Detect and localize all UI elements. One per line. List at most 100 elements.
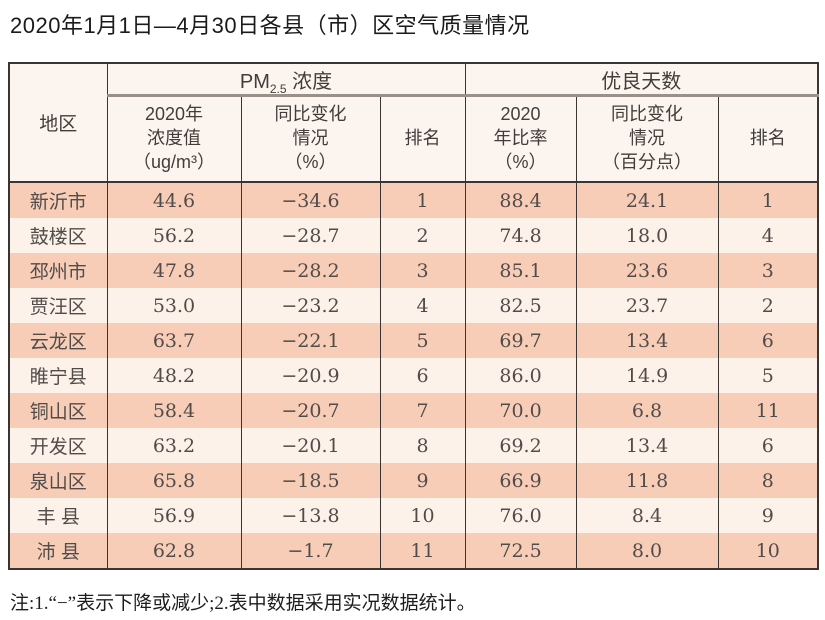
ratio-change-cell: 13.4 (575, 428, 719, 463)
table-row: 泉山区 65.8 −18.5 9 66.9 11.8 8 (8, 463, 819, 498)
ratio-rank-cell: 6 (717, 428, 819, 463)
ratio-cell: 88.4 (464, 182, 577, 218)
column-header-pm-change: 同比变化 情况 （%） (240, 95, 381, 183)
pm-change-cell: −18.5 (240, 463, 381, 498)
pm-value-cell: 56.9 (106, 498, 242, 533)
column-header-pm-rank: 排名 (379, 95, 466, 183)
pm-change-cell: −22.1 (240, 323, 381, 358)
pm-rank-cell: 3 (379, 253, 466, 288)
pm-rank-cell: 1 (379, 182, 466, 218)
ratio-change-cell: 24.1 (575, 182, 719, 218)
table-row: 邳州市 47.8 −28.2 3 85.1 23.6 3 (8, 253, 819, 288)
ratio-rank-cell: 8 (717, 463, 819, 498)
column-header-region: 地区 (8, 63, 108, 183)
ratio-change-cell: 6.8 (575, 393, 719, 428)
pm-rank-cell: 6 (379, 358, 466, 393)
table-row: 贾汪区 53.0 −23.2 4 82.5 23.7 2 (8, 288, 819, 323)
ratio-cell: 66.9 (464, 463, 577, 498)
column-header-pm-value: 2020年 浓度值 （ug/m³） (106, 95, 242, 183)
pm-value-cell: 63.2 (106, 428, 242, 463)
column-header-ratio: 2020 年比率 （%） (464, 95, 577, 183)
pm-value-cell: 65.8 (106, 463, 242, 498)
pm-change-cell: −20.7 (240, 393, 381, 428)
pm-change-cell: −28.7 (240, 218, 381, 253)
pm25-label-suffix: 浓度 (286, 70, 333, 93)
ratio-rank-cell: 11 (717, 393, 819, 428)
region-cell: 铜山区 (8, 393, 108, 428)
table-row: 沛 县 62.8 −1.7 11 72.5 8.0 10 (8, 533, 819, 569)
ratio-cell: 69.7 (464, 323, 577, 358)
ratio-change-cell: 23.7 (575, 288, 719, 323)
group-header-row: 地区 PM2.5 浓度 优良天数 (8, 63, 819, 183)
table-row: 新沂市 44.6 −34.6 1 88.4 24.1 1 (8, 182, 819, 218)
ratio-rank-cell: 2 (717, 288, 819, 323)
ratio-change-cell: 11.8 (575, 463, 719, 498)
pm-rank-cell: 7 (379, 393, 466, 428)
pm-rank-cell: 2 (379, 218, 466, 253)
sub-header-row: 2020年 浓度值 （ug/m³） 同比变化 情况 （%） 排名 2020 年比… (9, 95, 819, 183)
pm-value-cell: 56.2 (106, 218, 242, 253)
ratio-change-cell: 8.0 (575, 533, 719, 569)
pm-value-cell: 58.4 (106, 393, 242, 428)
pm-rank-cell: 9 (379, 463, 466, 498)
ratio-rank-cell: 4 (717, 218, 819, 253)
footnote: 注:1.“−”表示下降或减少;2.表中数据采用实况数据统计。 (10, 593, 476, 614)
table-header: 地区 PM2.5 浓度 优良天数 2020年 浓度值 （ug/m³） 同比变化 … (8, 63, 819, 183)
pm-rank-cell: 11 (379, 533, 466, 569)
ratio-change-cell: 23.6 (575, 253, 719, 288)
ratio-cell: 76.0 (464, 498, 577, 533)
region-cell: 沛 县 (8, 533, 108, 569)
ratio-cell: 85.1 (464, 253, 577, 288)
pm-rank-cell: 5 (379, 323, 466, 358)
pm-value-cell: 48.2 (106, 358, 242, 393)
pm25-label-subscript: 2.5 (269, 81, 287, 96)
region-cell: 睢宁县 (8, 358, 108, 393)
ratio-rank-cell: 6 (717, 323, 819, 358)
pm-change-cell: −20.1 (240, 428, 381, 463)
table-body: 新沂市 44.6 −34.6 1 88.4 24.1 1 鼓楼区 56.2 −28.7 2 74.8 1… (8, 182, 819, 569)
ratio-change-cell: 8.4 (575, 498, 719, 533)
pm-change-cell: −13.8 (240, 498, 381, 533)
column-header-ratio-rank: 排名 (717, 95, 819, 183)
pm-change-cell: −34.6 (240, 182, 381, 218)
table-row: 铜山区 58.4 −20.7 7 70.0 6.8 11 (8, 393, 819, 428)
ratio-change-cell: 13.4 (575, 323, 719, 358)
table-row: 睢宁县 48.2 −20.9 6 86.0 14.9 5 (8, 358, 819, 393)
pm-rank-cell: 4 (379, 288, 466, 323)
group-header-good-days: 优良天数 (464, 63, 819, 97)
region-cell: 开发区 (8, 428, 108, 463)
ratio-rank-cell: 5 (717, 358, 819, 393)
pm25-label-prefix: PM (239, 70, 270, 93)
region-cell: 新沂市 (8, 182, 108, 218)
pm-change-cell: −23.2 (240, 288, 381, 323)
ratio-rank-cell: 10 (717, 533, 819, 569)
region-cell: 泉山区 (8, 463, 108, 498)
pm-rank-cell: 10 (379, 498, 466, 533)
ratio-cell: 74.8 (464, 218, 577, 253)
ratio-change-cell: 14.9 (575, 358, 719, 393)
pm-value-cell: 44.6 (106, 182, 242, 218)
table-row: 开发区 63.2 −20.1 8 69.2 13.4 6 (8, 428, 819, 463)
group-header-pm25: PM2.5 浓度 (106, 63, 466, 97)
ratio-cell: 72.5 (464, 533, 577, 569)
region-cell: 鼓楼区 (8, 218, 108, 253)
pm-change-cell: −20.9 (240, 358, 381, 393)
ratio-rank-cell: 9 (717, 498, 819, 533)
ratio-cell: 70.0 (464, 393, 577, 428)
page-title: 2020年1月1日—4月30日各县（市）区空气质量情况 (10, 13, 530, 38)
ratio-change-cell: 18.0 (575, 218, 719, 253)
pm-value-cell: 63.7 (106, 323, 242, 358)
pm-value-cell: 47.8 (106, 253, 242, 288)
pm-value-cell: 62.8 (106, 533, 242, 569)
pm-change-cell: −1.7 (240, 533, 381, 569)
column-header-ratio-change: 同比变化 情况 （百分点） (575, 95, 719, 183)
region-cell: 丰 县 (8, 498, 108, 533)
ratio-rank-cell: 1 (717, 182, 819, 218)
ratio-cell: 82.5 (464, 288, 577, 323)
air-quality-table: 地区 PM2.5 浓度 优良天数 2020年 浓度值 （ug/m³） 同比变化 … (8, 62, 820, 570)
region-cell: 邳州市 (8, 253, 108, 288)
table-row: 云龙区 63.7 −22.1 5 69.7 13.4 6 (8, 323, 819, 358)
pm-rank-cell: 8 (379, 428, 466, 463)
ratio-cell: 86.0 (464, 358, 577, 393)
